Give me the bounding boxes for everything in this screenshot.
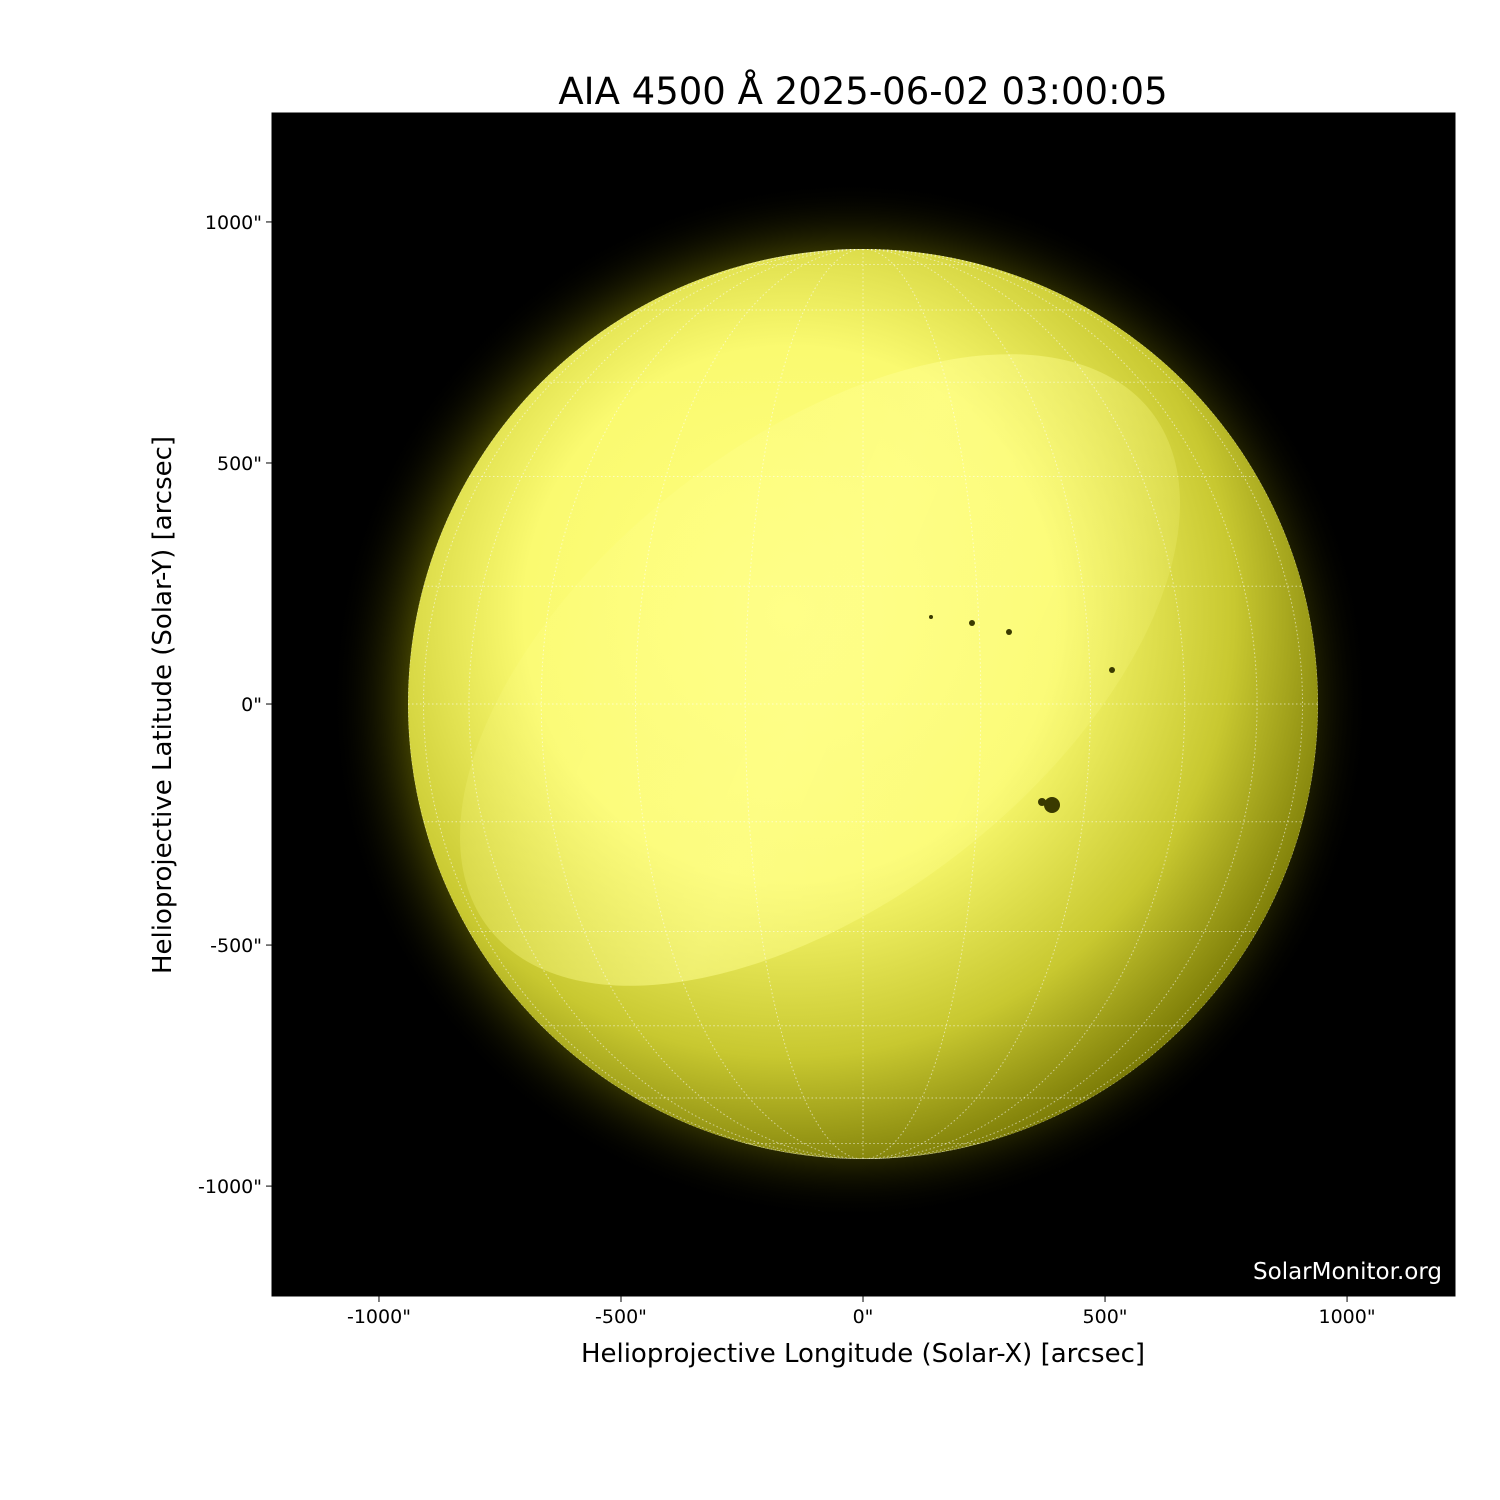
watermark: SolarMonitor.org [1253,1259,1442,1285]
sunspot [929,615,933,619]
sunspot [1044,797,1060,813]
sunspot [1006,629,1012,635]
longitude-line [635,249,864,1159]
y-axis-label: Helioprojective Latitude (Solar-Y) [arcs… [148,436,178,974]
longitude-line [863,249,982,1159]
bright-region [460,354,1180,986]
x-tick-label: 1000" [1319,1306,1376,1328]
y-tick-label: 1000" [205,212,262,234]
y-tick-label: 500" [217,453,262,475]
heliographic-grid [408,249,1318,1159]
x-tick-label: -500" [595,1306,647,1328]
sunspot [969,620,975,626]
longitude-line [863,249,1258,1159]
x-tick-label: 0" [853,1306,874,1328]
x-tick-label: -1000" [347,1306,411,1328]
x-axis-label: Helioprojective Longitude (Solar-X) [arc… [581,1339,1145,1369]
sunspots [929,615,1115,813]
axes: -1000" -500" 0" 500" 1000" -1000" -500" 0" 500" 1… [198,112,1456,1328]
longitude-line [744,249,864,1159]
y-tick-label: -500" [210,935,262,957]
y-tick-label: -1000" [198,1176,262,1198]
y-tick-label: 0" [241,694,262,716]
longitude-line [863,249,1091,1159]
chart-title: AIA 4500 Å 2025-06-02 03:00:05 [558,69,1167,113]
sunspot [1038,798,1046,806]
longitude-line [468,249,864,1159]
sunspot [1109,667,1115,673]
limb [408,249,1318,1159]
x-tick-label: 500" [1083,1306,1128,1328]
